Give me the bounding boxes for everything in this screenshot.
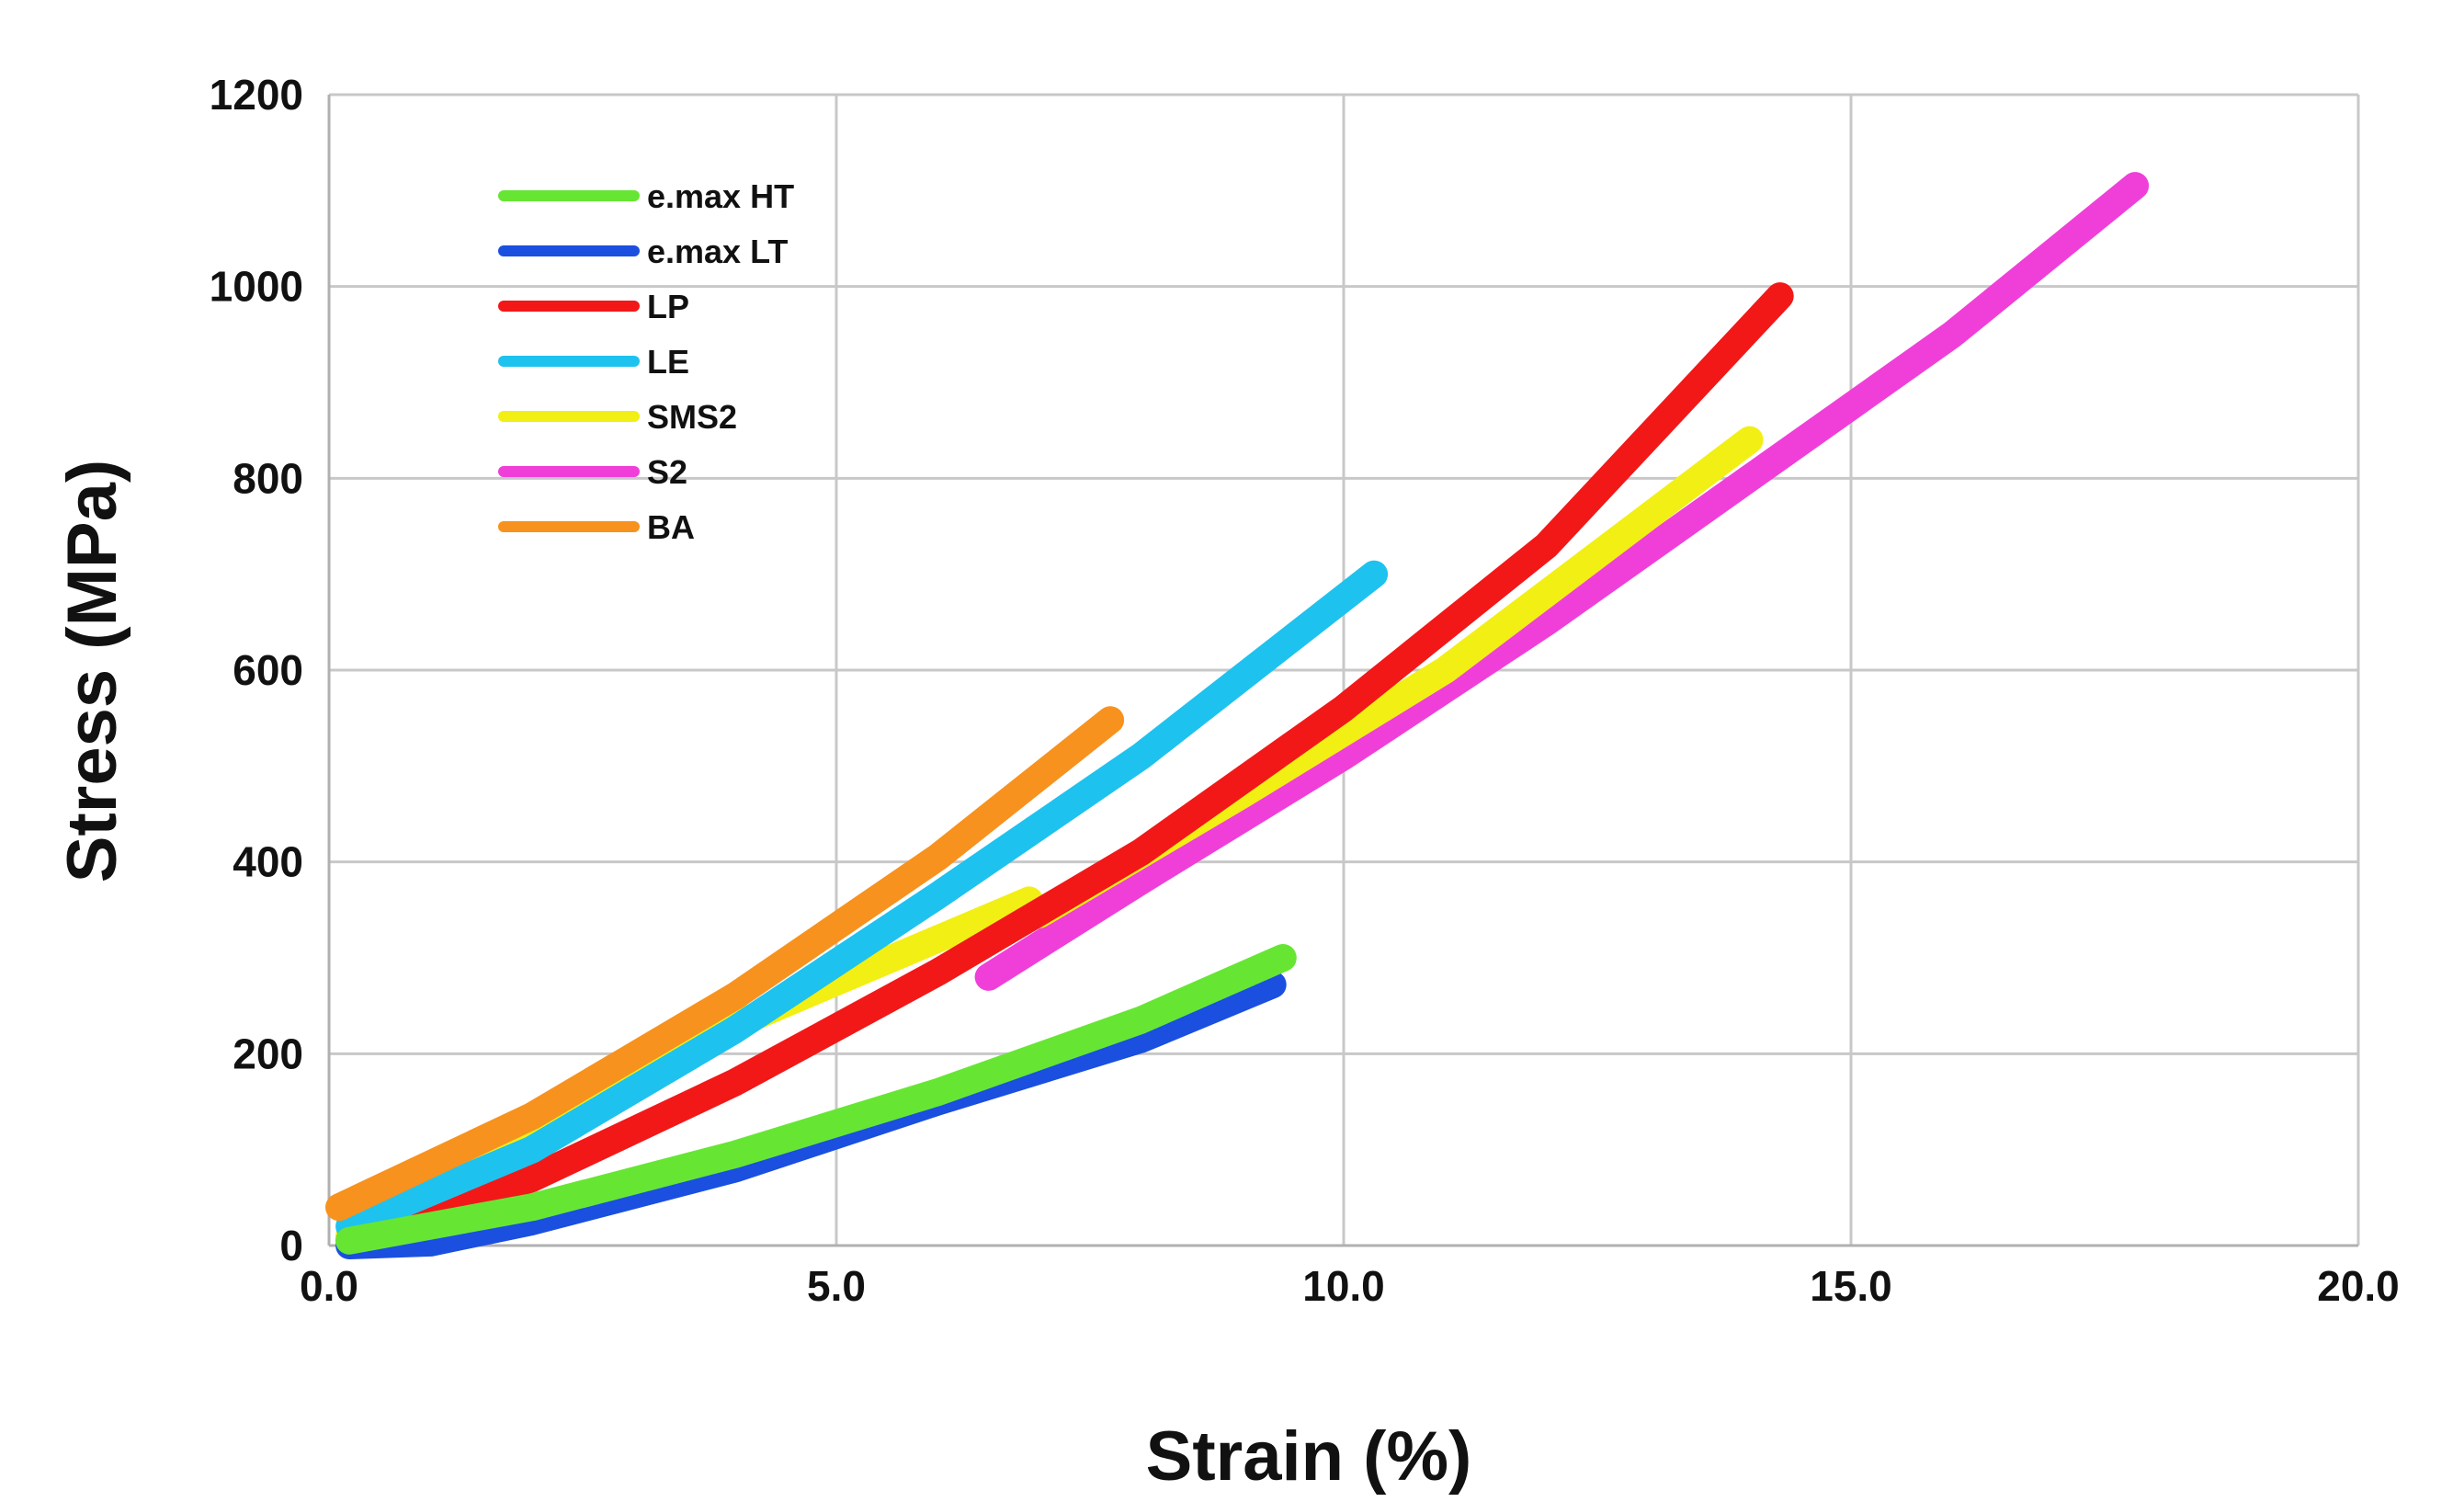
legend-label-e-max-lt: e.max LT	[647, 233, 788, 270]
series-line-lp	[335, 282, 1794, 1255]
y-tick-label: 800	[233, 454, 303, 502]
plot-axes	[327, 95, 2358, 1247]
legend-label-le: LE	[647, 343, 689, 381]
y-tick-label: 400	[233, 838, 303, 886]
legend: e.max HT e.max LT LP LE SMS2 S2 BA	[498, 177, 794, 546]
y-tick-label: 0	[279, 1222, 303, 1269]
y-tick-label: 200	[233, 1030, 303, 1077]
series-line-e-max-ht	[335, 944, 1297, 1255]
x-axis-label: Strain (%)	[1146, 1417, 1472, 1496]
series-line-s2	[974, 172, 2150, 991]
legend-label-s2: S2	[647, 453, 687, 491]
y-tick-label: 1200	[210, 71, 303, 119]
legend-label-sms2: SMS2	[647, 398, 737, 436]
legend-label-ba: BA	[647, 508, 695, 546]
series-line-e-max-lt	[335, 971, 1287, 1259]
data-series	[325, 172, 2150, 1259]
x-tick-label: 5.0	[807, 1262, 866, 1310]
series-line-ba	[325, 706, 1125, 1222]
x-tick-label: 10.0	[1302, 1262, 1385, 1310]
y-axis-label: Stress (MPa)	[53, 460, 131, 882]
x-tick-label: 0.0	[300, 1262, 358, 1310]
legend-label-e-max-ht: e.max HT	[647, 177, 794, 215]
tick-labels: 0.0 5.0 10.0 15.0 20.0 0 200 400 600 800 1000 1200	[210, 71, 2400, 1310]
x-tick-label: 15.0	[1810, 1262, 1892, 1310]
y-tick-label: 1000	[210, 263, 303, 311]
y-tick-label: 600	[233, 646, 303, 694]
legend-label-lp: LP	[647, 288, 689, 325]
series-line-le	[335, 560, 1389, 1241]
x-tick-label: 20.0	[2317, 1262, 2400, 1310]
